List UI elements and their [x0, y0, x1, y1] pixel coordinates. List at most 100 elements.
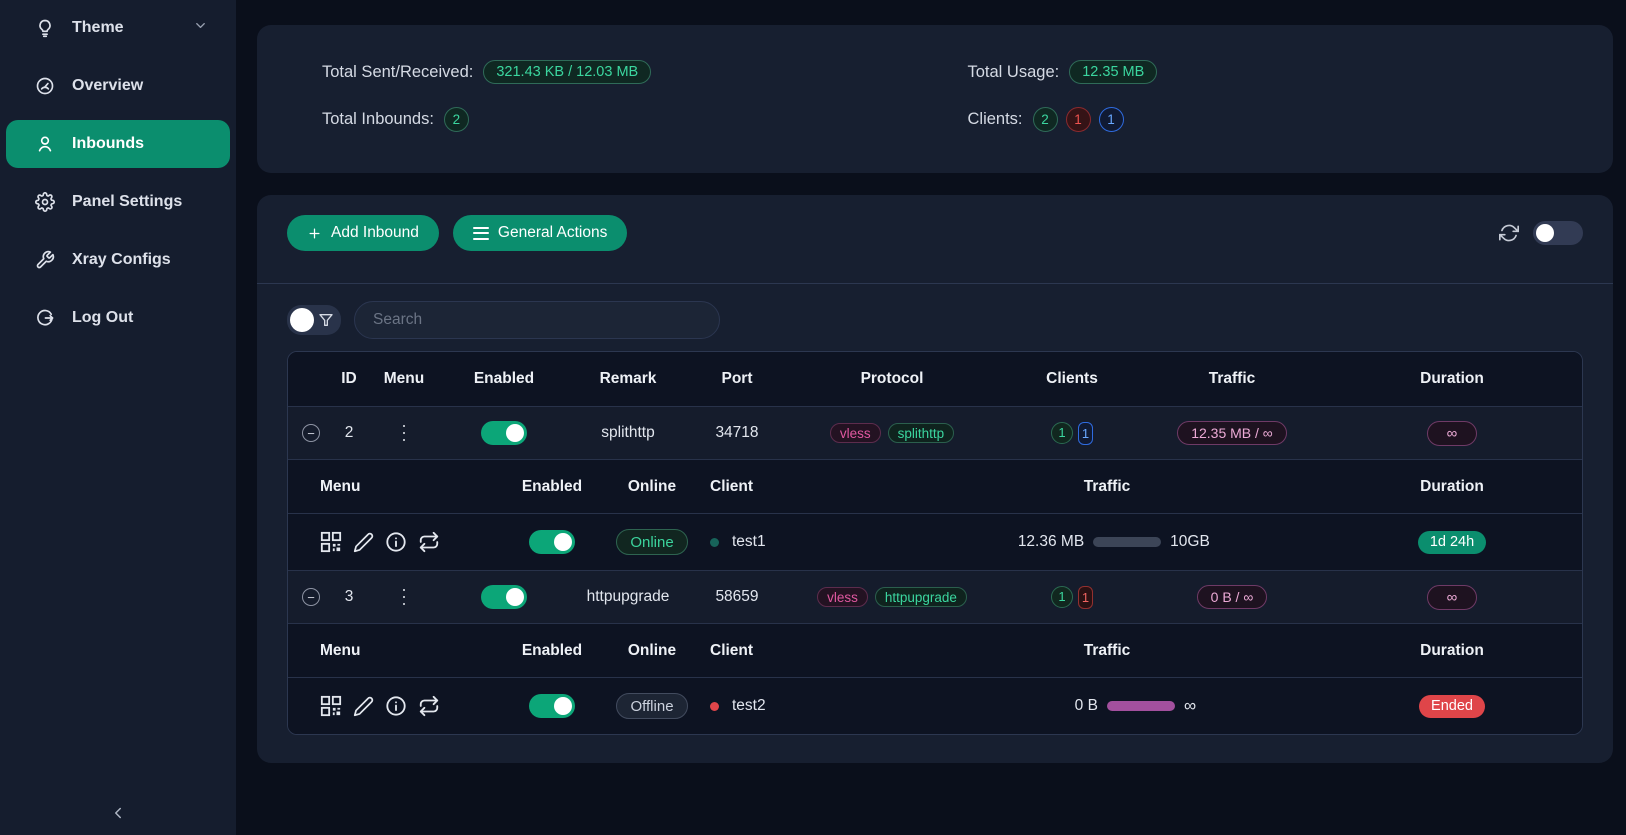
- gauge-icon: [34, 75, 56, 97]
- header-port: Port: [721, 370, 753, 387]
- network-tag: splithttp: [887, 423, 955, 443]
- client-traffic-cell: 12.36 MB 10GB: [892, 533, 1322, 551]
- toggle-knob: [290, 308, 314, 332]
- stat-label: Clients:: [967, 110, 1023, 128]
- sub-header-online: Online: [627, 641, 677, 659]
- row-menu-dots-icon[interactable]: [399, 421, 410, 446]
- qr-code-icon[interactable]: [320, 531, 342, 553]
- info-icon[interactable]: [385, 695, 407, 717]
- edit-pencil-icon[interactable]: [353, 532, 374, 553]
- inbound-duration-badge: ∞: [1426, 584, 1478, 610]
- inbound-enabled-toggle[interactable]: [481, 421, 527, 445]
- client-enabled-toggle[interactable]: [529, 530, 575, 554]
- inbound-duration-badge: ∞: [1426, 420, 1478, 446]
- stat-sent-received: Total Sent/Received: 321.43 KB / 12.03 M…: [322, 60, 968, 84]
- collapse-row-button[interactable]: −: [302, 424, 320, 442]
- sub-header-enabled: Enabled: [521, 641, 583, 659]
- client-count-badge: 1: [1051, 421, 1073, 444]
- sub-header-traffic: Traffic: [1083, 641, 1131, 659]
- header-clients: Clients: [1046, 370, 1098, 387]
- filter-funnel-icon: [318, 312, 334, 333]
- inbound-remark: splithttp: [601, 424, 655, 441]
- refresh-icon[interactable]: [1499, 223, 1519, 243]
- stats-card: Total Sent/Received: 321.43 KB / 12.03 M…: [257, 25, 1613, 173]
- sidebar-item-theme[interactable]: Theme: [6, 4, 230, 52]
- filter-toggle[interactable]: [287, 305, 341, 335]
- traffic-progress-bar: [1106, 701, 1175, 711]
- client-enabled-toggle[interactable]: [529, 694, 575, 718]
- general-actions-button[interactable]: General Actions: [452, 215, 628, 251]
- reset-traffic-icon[interactable]: [418, 695, 440, 717]
- sidebar-collapse-button[interactable]: [0, 804, 236, 827]
- inbounds-panel-card: Add Inbound General Actions: [257, 195, 1613, 763]
- sidebar-item-inbounds[interactable]: Inbounds: [6, 120, 230, 168]
- total-usage-badge: 12.35 MB: [1069, 60, 1158, 84]
- add-inbound-button[interactable]: Add Inbound: [287, 215, 439, 251]
- client-duration-badge: 1d 24h: [1417, 530, 1487, 554]
- main-content: Total Sent/Received: 321.43 KB / 12.03 M…: [236, 0, 1626, 835]
- edit-pencil-icon[interactable]: [353, 696, 374, 717]
- network-tag: httpupgrade: [874, 587, 967, 607]
- client-status-dot: [710, 537, 719, 547]
- toolbar: Add Inbound General Actions: [287, 215, 1583, 251]
- sidebar-item-label: Log Out: [72, 309, 134, 326]
- logout-icon: [34, 307, 56, 329]
- chevron-left-icon: [109, 804, 127, 827]
- bulb-icon: [34, 17, 56, 39]
- protocol-tags: vless httpupgrade: [782, 587, 1002, 607]
- auto-refresh-toggle[interactable]: [1533, 221, 1583, 245]
- reset-traffic-icon[interactable]: [418, 531, 440, 553]
- sidebar-item-label: Theme: [72, 19, 124, 36]
- sidebar-item-label: Panel Settings: [72, 193, 183, 210]
- info-icon[interactable]: [385, 531, 407, 553]
- client-count-badge: 1: [1051, 585, 1073, 608]
- client-traffic-cell: 0 B ∞: [892, 696, 1322, 716]
- header-enabled: Enabled: [473, 370, 535, 387]
- sidebar-item-panel-settings[interactable]: Panel Settings: [6, 178, 230, 226]
- sidebar-item-xray-configs[interactable]: Xray Configs: [6, 236, 230, 284]
- add-inbound-label: Add Inbound: [331, 224, 419, 241]
- search-row: [287, 301, 1583, 339]
- client-count-badges: 1 1: [1051, 421, 1093, 445]
- client-count-badge: 1: [1078, 421, 1093, 445]
- sidebar-item-overview[interactable]: Overview: [6, 62, 230, 110]
- collapse-row-button[interactable]: −: [302, 588, 320, 606]
- client-name: test1: [732, 533, 766, 550]
- toggle-knob: [1536, 224, 1554, 242]
- client-name: test2: [732, 697, 766, 714]
- table-header-row: ID Menu Enabled Remark Port Protocol Cli…: [288, 352, 1582, 406]
- traffic-used: 0 B: [1074, 697, 1098, 714]
- chevron-down-icon: [193, 18, 208, 38]
- stat-label: Total Inbounds:: [322, 110, 434, 128]
- toggle-knob: [506, 424, 524, 442]
- client-row: Online test1 12.36 MB 10GB 1d 24h: [288, 513, 1582, 570]
- search-input[interactable]: [354, 301, 720, 339]
- traffic-progress-bar: [1093, 537, 1162, 547]
- menu-lines-icon: [472, 226, 489, 240]
- client-row: Offline test2 0 B ∞ Ended: [288, 677, 1582, 734]
- gear-icon: [34, 191, 56, 213]
- clients-badges: 2 1 1: [1032, 107, 1124, 132]
- sub-header-menu: Menu: [320, 477, 361, 495]
- row-menu-dots-icon[interactable]: [399, 585, 410, 610]
- toggle-knob: [554, 533, 572, 551]
- inbound-traffic-badge: 0 B / ∞: [1196, 585, 1268, 609]
- sub-header-client: Client: [710, 641, 754, 659]
- sidebar-item-label: Inbounds: [72, 135, 144, 152]
- inbound-traffic-badge: 12.35 MB / ∞: [1177, 421, 1287, 445]
- client-menu-icons: [288, 531, 492, 553]
- qr-code-icon[interactable]: [320, 695, 342, 717]
- header-remark: Remark: [599, 370, 657, 387]
- inbound-enabled-toggle[interactable]: [481, 585, 527, 609]
- protocol-tag: vless: [829, 423, 881, 443]
- header-traffic: Traffic: [1208, 370, 1256, 387]
- sidebar-item-label: Overview: [72, 77, 144, 94]
- user-icon: [34, 133, 56, 155]
- inbound-id: 3: [344, 588, 354, 605]
- toggle-knob: [554, 697, 572, 715]
- total-inbounds-badge: 2: [443, 107, 469, 132]
- client-table-header-row: Menu Enabled Online Client Traffic Durat…: [288, 623, 1582, 677]
- protocol-tags: vless splithttp: [782, 423, 1002, 443]
- sidebar-item-log-out[interactable]: Log Out: [6, 294, 230, 342]
- sub-header-duration: Duration: [1420, 641, 1484, 659]
